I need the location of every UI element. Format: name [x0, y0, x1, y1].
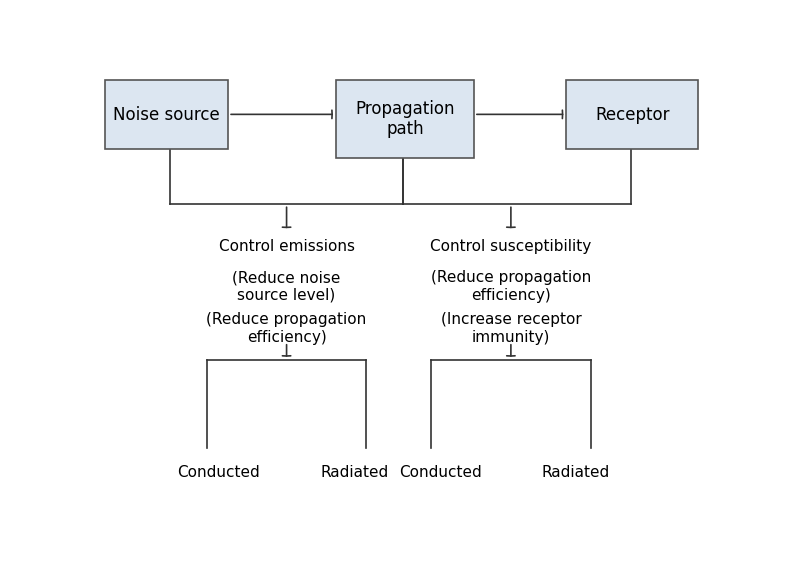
Text: Propagation
path: Propagation path: [355, 100, 454, 138]
Text: Control susceptibility: Control susceptibility: [431, 239, 592, 254]
Text: Radiated: Radiated: [320, 465, 389, 480]
Text: (Reduce propagation
efficiency): (Reduce propagation efficiency): [431, 270, 591, 302]
Bar: [335, 80, 474, 158]
Text: Conducted: Conducted: [178, 465, 260, 480]
Text: (Increase receptor
immunity): (Increase receptor immunity): [441, 312, 581, 345]
Text: Radiated: Radiated: [542, 465, 610, 480]
Text: Conducted: Conducted: [399, 465, 481, 480]
Text: Noise source: Noise source: [113, 105, 220, 124]
Bar: [105, 80, 228, 149]
Text: Receptor: Receptor: [595, 105, 669, 124]
Text: (Reduce propagation
efficiency): (Reduce propagation efficiency): [206, 312, 366, 345]
Text: (Reduce noise
source level): (Reduce noise source level): [232, 270, 341, 302]
Bar: [566, 80, 699, 149]
Text: Control emissions: Control emissions: [219, 239, 354, 254]
